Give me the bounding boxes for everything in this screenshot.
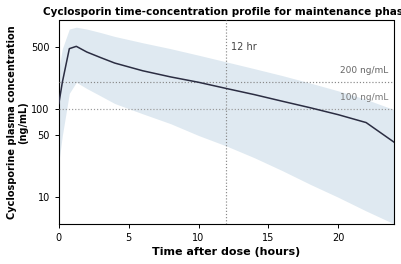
Y-axis label: Cyclosporine plasma concentration
(ng/mL): Cyclosporine plasma concentration (ng/mL… xyxy=(7,25,28,219)
Text: 12 hr: 12 hr xyxy=(231,42,256,52)
Title: Cyclosporin time-concentration profile for maintenance phase: Cyclosporin time-concentration profile f… xyxy=(43,7,401,17)
Text: 100 ng/mL: 100 ng/mL xyxy=(340,93,389,102)
Text: 200 ng/mL: 200 ng/mL xyxy=(340,66,389,75)
X-axis label: Time after dose (hours): Time after dose (hours) xyxy=(152,247,301,257)
